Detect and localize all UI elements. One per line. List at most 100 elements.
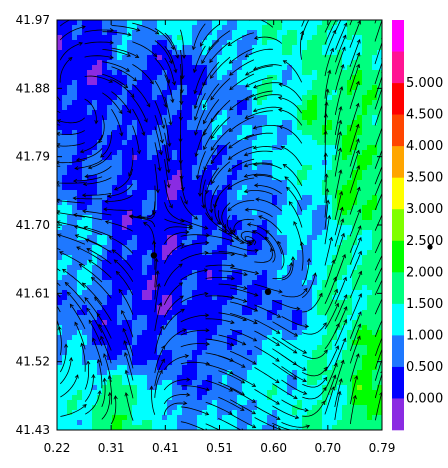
heatmap-cell	[212, 160, 218, 166]
heatmap-cell	[137, 170, 143, 176]
heatmap-cell	[162, 125, 168, 131]
heatmap-cell	[222, 350, 228, 356]
heatmap-cell	[367, 325, 373, 331]
heatmap-cell	[137, 145, 143, 151]
heatmap-cell	[342, 375, 348, 381]
heatmap-cell	[377, 105, 382, 111]
heatmap-cell	[112, 390, 118, 396]
heatmap-cell	[322, 145, 328, 151]
heatmap-cell	[167, 370, 173, 376]
heatmap-cell	[347, 340, 353, 346]
heatmap-cell	[177, 350, 183, 356]
heatmap-cell	[142, 295, 148, 301]
heatmap-cell	[72, 65, 78, 71]
heatmap-cell	[97, 135, 103, 141]
heatmap-cell	[92, 45, 98, 51]
heatmap-cell	[202, 295, 208, 301]
heatmap-cell	[227, 130, 233, 136]
heatmap-cell	[327, 65, 333, 71]
heatmap-cell	[137, 255, 143, 261]
heatmap-cell	[247, 195, 253, 201]
heatmap-cell	[372, 270, 378, 276]
heatmap-cell	[87, 25, 93, 31]
heatmap-cell	[352, 60, 358, 66]
heatmap-cell	[82, 395, 88, 401]
heatmap-cell	[327, 90, 333, 96]
heatmap-cell	[112, 285, 118, 291]
heatmap-cell	[222, 235, 228, 241]
heatmap-cell	[372, 310, 378, 316]
heatmap-cell	[257, 270, 263, 276]
heatmap-cell	[332, 395, 338, 401]
heatmap-cell	[282, 45, 288, 51]
heatmap-cell	[67, 125, 73, 131]
heatmap-cell	[282, 170, 288, 176]
heatmap-cell	[372, 125, 378, 131]
heatmap-cell	[327, 260, 333, 266]
heatmap-cell	[192, 300, 198, 306]
heatmap-cell	[232, 255, 238, 261]
heatmap-cell	[177, 120, 183, 126]
heatmap-cell	[77, 140, 83, 146]
heatmap-cell	[302, 165, 308, 171]
heatmap-cell	[222, 185, 228, 191]
heatmap-cell	[247, 400, 253, 406]
heatmap-cell	[62, 350, 68, 356]
heatmap-cell	[372, 35, 378, 41]
heatmap-cell	[302, 220, 308, 226]
heatmap-cell	[222, 335, 228, 341]
heatmap-cell	[227, 285, 233, 291]
heatmap-cell	[327, 125, 333, 131]
heatmap-cell	[107, 305, 113, 311]
heatmap-cell	[192, 310, 198, 316]
heatmap-cell	[352, 135, 358, 141]
heatmap-cell	[237, 40, 243, 46]
heatmap-cell	[332, 160, 338, 166]
heatmap-cell	[97, 295, 103, 301]
heatmap-cell	[272, 325, 278, 331]
heatmap-cell	[137, 355, 143, 361]
heatmap-cell	[307, 305, 313, 311]
heatmap-cell	[327, 105, 333, 111]
heatmap-cell	[92, 120, 98, 126]
heatmap-cell	[67, 65, 73, 71]
heatmap-cell	[367, 165, 373, 171]
heatmap-cell	[217, 120, 223, 126]
heatmap-cell	[222, 20, 228, 26]
heatmap-cell	[372, 250, 378, 256]
heatmap-cell	[247, 100, 253, 106]
heatmap-cell	[217, 290, 223, 296]
heatmap-cell	[377, 345, 382, 351]
heatmap-cell	[147, 50, 153, 56]
heatmap-cell	[187, 235, 193, 241]
heatmap-cell	[362, 95, 368, 101]
heatmap-cell	[302, 250, 308, 256]
heatmap-cell	[62, 305, 68, 311]
heatmap-cell	[137, 155, 143, 161]
heatmap-cell	[372, 25, 378, 31]
heatmap-cell	[242, 195, 248, 201]
heatmap-cell	[247, 125, 253, 131]
heatmap-cell	[347, 20, 353, 26]
heatmap-cell	[377, 390, 382, 396]
heatmap-cell	[57, 345, 63, 351]
heatmap-cell	[227, 350, 233, 356]
heatmap-cell	[327, 230, 333, 236]
heatmap-cell	[367, 80, 373, 86]
heatmap-cell	[192, 395, 198, 401]
heatmap-cell	[232, 380, 238, 386]
heatmap-cell	[307, 90, 313, 96]
heatmap-cell	[162, 265, 168, 271]
heatmap-cell	[132, 60, 138, 66]
heatmap-cell	[192, 145, 198, 151]
heatmap-cell	[257, 45, 263, 51]
heatmap-cell	[242, 330, 248, 336]
heatmap-cell	[257, 345, 263, 351]
heatmap-cell	[262, 385, 268, 391]
heatmap-cell	[287, 180, 293, 186]
heatmap-cell	[87, 200, 93, 206]
heatmap-cell	[232, 100, 238, 106]
heatmap-cell	[362, 85, 368, 91]
heatmap-cell	[237, 345, 243, 351]
heatmap-cell	[292, 300, 298, 306]
